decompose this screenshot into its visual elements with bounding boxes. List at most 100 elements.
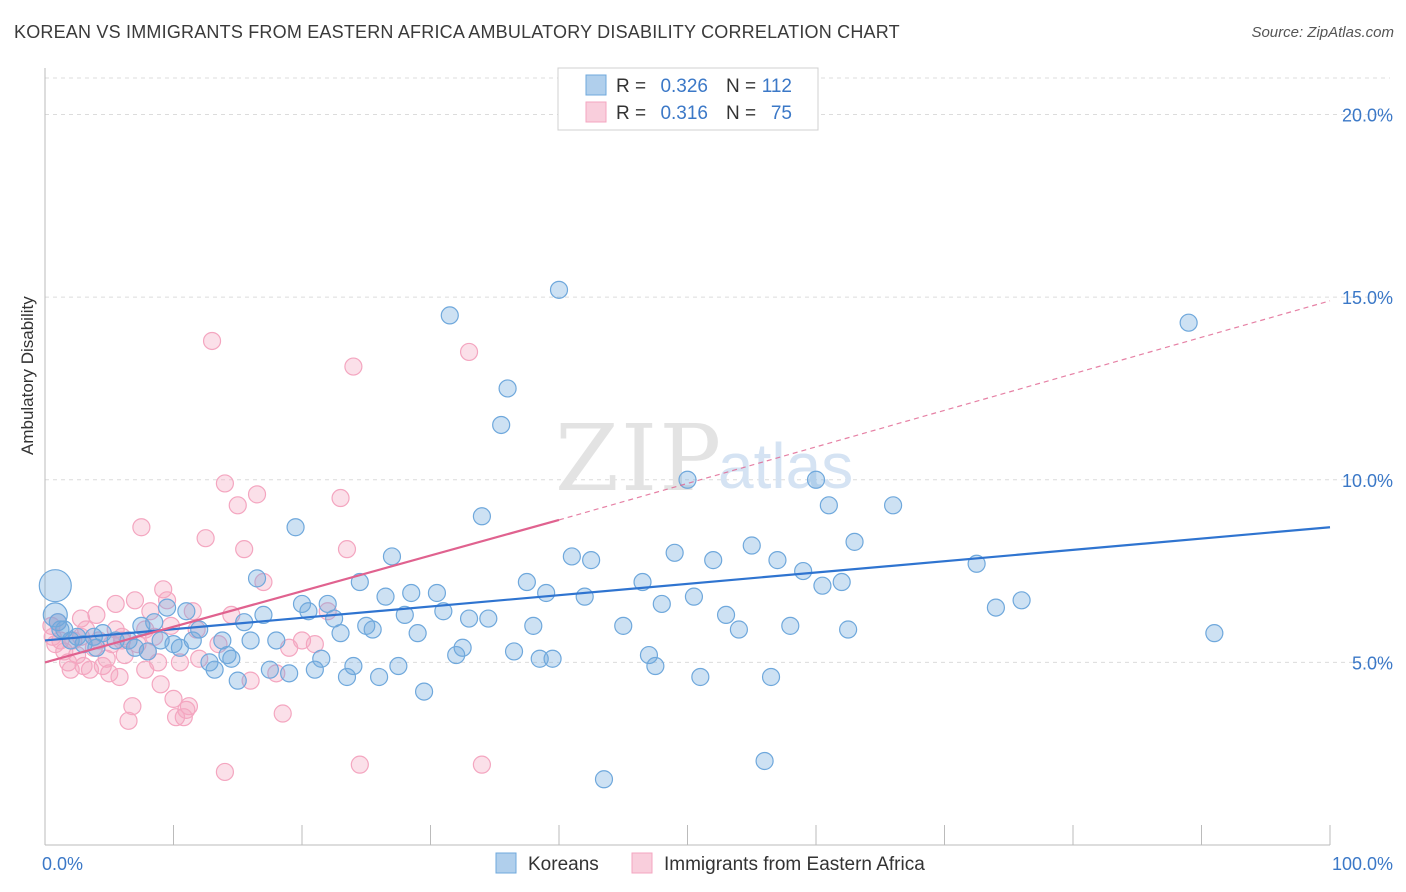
legend-bottom-swatch <box>495 852 517 874</box>
legend-stats: R = 0.326 N = 112 R = 0.316 N = 75 <box>557 67 819 131</box>
data-point <box>761 667 781 687</box>
data-point <box>51 620 70 639</box>
data-point <box>614 616 633 635</box>
data-point <box>755 751 774 771</box>
data-point <box>382 547 402 566</box>
data-point <box>530 649 549 668</box>
trend-line-eastern-africa <box>44 518 560 664</box>
data-point <box>376 587 395 606</box>
data-point <box>183 631 202 650</box>
legend-swatch <box>585 74 607 96</box>
data-point <box>247 569 267 588</box>
data-point <box>639 645 659 665</box>
data-point <box>312 649 331 668</box>
data-point <box>665 543 684 562</box>
data-point <box>179 697 199 716</box>
data-point <box>273 704 292 723</box>
legend-n-value: 75 <box>771 103 792 124</box>
data-point <box>479 609 498 628</box>
legend-r-value: 0.316 <box>660 103 708 124</box>
data-point <box>363 620 382 639</box>
legend-n-label: N = <box>726 103 756 124</box>
legend-r-label: R = <box>616 76 646 97</box>
data-point <box>100 664 119 683</box>
data-point <box>196 529 215 548</box>
chart-title: KOREAN VS IMMIGRANTS FROM EASTERN AFRICA… <box>14 22 900 42</box>
series-koreans-points <box>38 280 1224 789</box>
data-point <box>280 664 299 683</box>
data-point <box>459 342 479 362</box>
data-point <box>183 602 202 621</box>
data-point <box>71 609 91 628</box>
y-tick-label: 5.0% <box>1352 653 1393 673</box>
trend-line-eastern-africa-extrapolated <box>558 300 1331 521</box>
data-point <box>575 587 594 606</box>
y-tick-label: 15.0% <box>1342 288 1393 308</box>
data-point <box>305 660 324 679</box>
data-point <box>768 551 787 570</box>
data-point <box>145 613 164 632</box>
data-point <box>684 587 704 606</box>
data-point <box>215 474 234 493</box>
data-point <box>839 620 858 639</box>
data-point <box>883 496 903 515</box>
data-point <box>299 602 318 621</box>
data-point <box>986 598 1006 617</box>
data-point <box>157 598 177 617</box>
legend-bottom-swatch <box>631 852 653 874</box>
data-point <box>447 645 466 665</box>
data-point <box>453 638 472 657</box>
data-point <box>123 697 142 716</box>
legend-swatch <box>585 101 607 123</box>
data-point <box>819 496 838 515</box>
data-point <box>549 280 569 299</box>
data-point <box>115 645 134 665</box>
data-point <box>459 609 479 628</box>
data-point <box>38 569 72 603</box>
data-point <box>241 671 260 690</box>
data-point <box>434 602 453 621</box>
data-point <box>524 616 543 635</box>
data-point <box>704 551 723 570</box>
data-point <box>781 616 800 635</box>
legend-bottom-label: Koreans <box>528 854 599 875</box>
data-point <box>154 580 173 599</box>
watermark-zip: ZIP <box>555 405 723 512</box>
data-point <box>110 667 129 687</box>
data-point <box>106 594 125 614</box>
data-point <box>205 660 224 679</box>
x-tick-label: 100.0% <box>1332 854 1393 874</box>
data-point <box>813 576 832 595</box>
data-point <box>222 649 241 668</box>
data-point <box>543 649 562 668</box>
data-point <box>48 613 67 632</box>
tick-labels: 5.0% 10.0% 15.0% 20.0% 0.0% 100.0% <box>42 106 1393 874</box>
data-point <box>286 518 305 537</box>
data-point <box>472 507 491 526</box>
legend-r-value: 0.326 <box>660 76 708 97</box>
data-point <box>370 667 389 687</box>
data-point <box>646 656 665 676</box>
data-point <box>350 755 369 774</box>
data-point <box>395 605 414 625</box>
data-point <box>845 532 864 551</box>
watermark-atlas: atlas <box>718 430 853 502</box>
data-point <box>292 594 312 614</box>
data-point <box>389 656 408 676</box>
data-point <box>537 583 556 603</box>
data-point <box>402 583 421 603</box>
data-point <box>228 671 247 690</box>
legend-bottom: Koreans Immigrants from Eastern Africa <box>495 852 925 875</box>
data-point <box>729 620 749 639</box>
y-tick-label: 20.0% <box>1342 106 1393 126</box>
data-point <box>337 540 357 559</box>
data-point <box>166 708 186 727</box>
data-point <box>344 656 363 676</box>
data-point <box>427 583 447 603</box>
watermark: ZIP atlas <box>555 405 853 512</box>
data-point <box>691 667 710 687</box>
data-point <box>132 518 151 537</box>
data-point <box>138 642 157 661</box>
data-point <box>174 708 193 727</box>
